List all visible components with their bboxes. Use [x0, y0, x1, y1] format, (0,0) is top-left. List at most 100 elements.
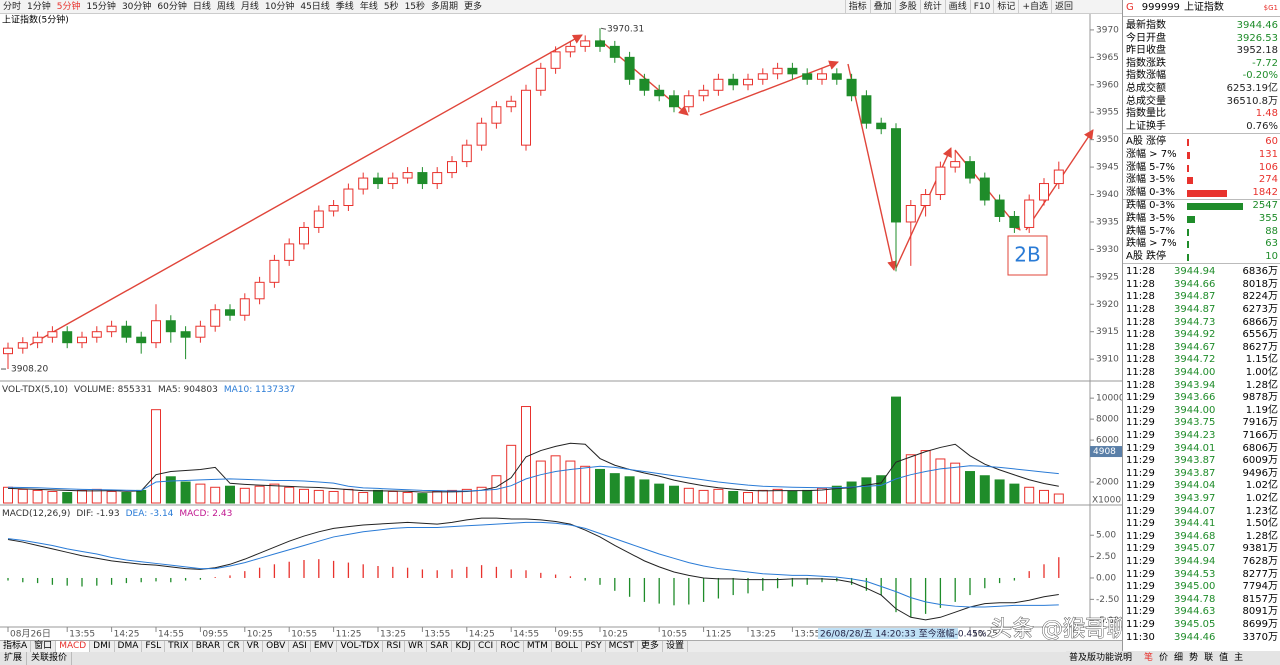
x-tick-label: 14:55 — [513, 630, 539, 640]
tool-button[interactable]: 统计 — [919, 0, 945, 13]
y-tick-label: 2000 — [1096, 478, 1119, 488]
indicator-tab[interactable]: SAR — [427, 641, 453, 652]
period-tab[interactable]: 多周期 — [431, 2, 459, 12]
footer-tab[interactable]: 扩展 — [0, 652, 28, 665]
period-tab[interactable]: 10分钟 — [264, 2, 295, 12]
tick-volume: 7916万 — [1242, 417, 1278, 429]
tick-price: 3944.78 — [1174, 593, 1216, 605]
indicator-tab[interactable]: CCI — [475, 641, 498, 652]
breadth-label: A股 跌停 — [1126, 250, 1167, 262]
indicator-tab[interactable]: OBV — [263, 641, 290, 652]
volume-bar — [654, 483, 665, 504]
indicator-tab[interactable]: ROC — [497, 641, 524, 652]
period-tab[interactable]: 年线 — [359, 2, 378, 12]
volume-bar — [535, 460, 546, 504]
period-tab[interactable]: 15分钟 — [86, 2, 116, 12]
tool-button[interactable]: 标记 — [993, 0, 1018, 13]
period-tab[interactable]: 60分钟 — [157, 2, 187, 12]
indicator-tab[interactable]: RSI — [383, 641, 406, 652]
tool-button[interactable]: 多股 — [894, 0, 920, 13]
period-tab[interactable]: 30分钟 — [121, 2, 152, 12]
indicator-tab[interactable]: MACD — [56, 641, 91, 652]
footer-tab[interactable]: 关联报价 — [27, 652, 73, 665]
period-tab[interactable]: 5秒 — [383, 2, 399, 12]
tool-button[interactable]: 返回 — [1050, 0, 1076, 13]
tick-row: 11:29 3944.01 6806万 — [1123, 443, 1280, 456]
volume-bar — [47, 490, 58, 504]
period-tab[interactable]: 日线 — [192, 2, 211, 12]
indicator-tab[interactable]: CR — [224, 641, 244, 652]
y-tick-label: 8000 — [1096, 415, 1119, 425]
footer-right-tab[interactable]: 主 — [1234, 653, 1244, 663]
unit-label: X1000 — [1092, 496, 1121, 506]
period-tab[interactable]: 15秒 — [404, 2, 426, 12]
period-tab[interactable]: 更多 — [464, 2, 483, 12]
candle-body — [772, 67, 783, 75]
indicator-tab[interactable]: TRIX — [165, 641, 193, 652]
tick-row: 11:29 3944.23 7166万 — [1123, 430, 1280, 443]
tool-button[interactable]: F10 — [969, 0, 994, 13]
indicator-tab[interactable]: 指标A — [0, 641, 32, 652]
footer-right-tab[interactable]: 联 — [1204, 653, 1214, 663]
volume-bar — [62, 492, 73, 504]
period-tab[interactable]: 45日线 — [300, 2, 330, 12]
volume-bar — [373, 489, 383, 504]
indicator-tab[interactable]: VOL-TDX — [337, 641, 384, 652]
stat-value: 3944.46 — [1236, 20, 1278, 31]
candle-body — [905, 205, 916, 223]
candle-body — [1009, 215, 1020, 228]
tool-button[interactable]: 指标 — [844, 0, 870, 13]
indicator-tab[interactable]: DMI — [90, 641, 115, 652]
indicator-tab[interactable]: BRAR — [193, 641, 225, 652]
indicator-tab[interactable]: MTM — [524, 641, 552, 652]
candle-body — [284, 243, 295, 261]
footer-right-tab[interactable]: 值 — [1219, 653, 1229, 663]
indicator-tab[interactable]: PSY — [582, 641, 606, 652]
tick-price: 3944.46 — [1174, 631, 1216, 643]
tick-volume: 1.00亿 — [1245, 367, 1278, 379]
footer-right-tab[interactable]: 笔 — [1144, 653, 1154, 663]
indicator-tab[interactable]: WR — [405, 641, 428, 652]
indicator-tab[interactable]: MCST — [606, 641, 638, 652]
period-tab[interactable]: 1分钟 — [27, 2, 51, 12]
x-tick-label: 09:55 — [202, 630, 228, 640]
period-tab[interactable]: 周线 — [216, 2, 235, 12]
volume-bar — [343, 488, 354, 504]
period-tab[interactable]: 季线 — [335, 2, 354, 12]
header-item: MA10: 1137337 — [224, 385, 295, 395]
candle-body — [269, 259, 280, 283]
indicator-tab[interactable]: FSL — [142, 641, 166, 652]
tick-row: 11:28 3943.94 1.28亿 — [1123, 380, 1280, 393]
indicator-tab[interactable]: EMV — [311, 641, 338, 652]
tool-button[interactable]: 叠加 — [869, 0, 895, 13]
period-tab[interactable]: 月线 — [240, 2, 259, 12]
indicator-tab[interactable]: ASI — [289, 641, 311, 652]
indicator-tab[interactable]: 更多 — [638, 641, 663, 652]
tick-time: 11:29 — [1126, 530, 1155, 542]
period-tab[interactable]: 5分钟 — [56, 2, 81, 12]
candle-body — [447, 161, 457, 174]
tick-row: 11:28 3944.94 6836万 — [1123, 266, 1280, 279]
tool-button[interactable]: +自选 — [1018, 0, 1051, 13]
indicator-tab[interactable]: DMA — [115, 641, 143, 652]
indicator-tab[interactable]: 设置 — [663, 641, 688, 652]
indicator-tab[interactable]: BOLL — [552, 641, 583, 652]
help-link[interactable]: 普及版功能说明 — [1069, 653, 1133, 663]
footer-right-tab[interactable]: 势 — [1189, 653, 1199, 663]
footer-right-tab[interactable]: 价 — [1159, 653, 1169, 663]
period-tab[interactable]: 分时 — [3, 2, 22, 12]
footer-right-tab[interactable]: 细 — [1174, 653, 1184, 663]
tick-price: 3944.94 — [1174, 555, 1216, 567]
volume-bar — [713, 488, 724, 504]
indicator-tab[interactable]: 窗口 — [31, 641, 57, 652]
y-tick-label: 3970 — [1096, 25, 1119, 35]
tick-time: 11:29 — [1126, 505, 1155, 517]
breadth-row: 跌幅 0-3% 2547 — [1123, 199, 1280, 213]
high-pointer — [600, 27, 607, 30]
tool-button[interactable]: 画线 — [944, 0, 970, 13]
tick-row: 11:28 3944.00 1.00亿 — [1123, 367, 1280, 380]
indicator-tab[interactable]: KDJ — [452, 641, 475, 652]
breadth-label: 跌幅 0-3% — [1126, 200, 1176, 212]
indicator-tab[interactable]: VR — [244, 641, 264, 652]
tick-time: 11:28 — [1126, 379, 1155, 391]
